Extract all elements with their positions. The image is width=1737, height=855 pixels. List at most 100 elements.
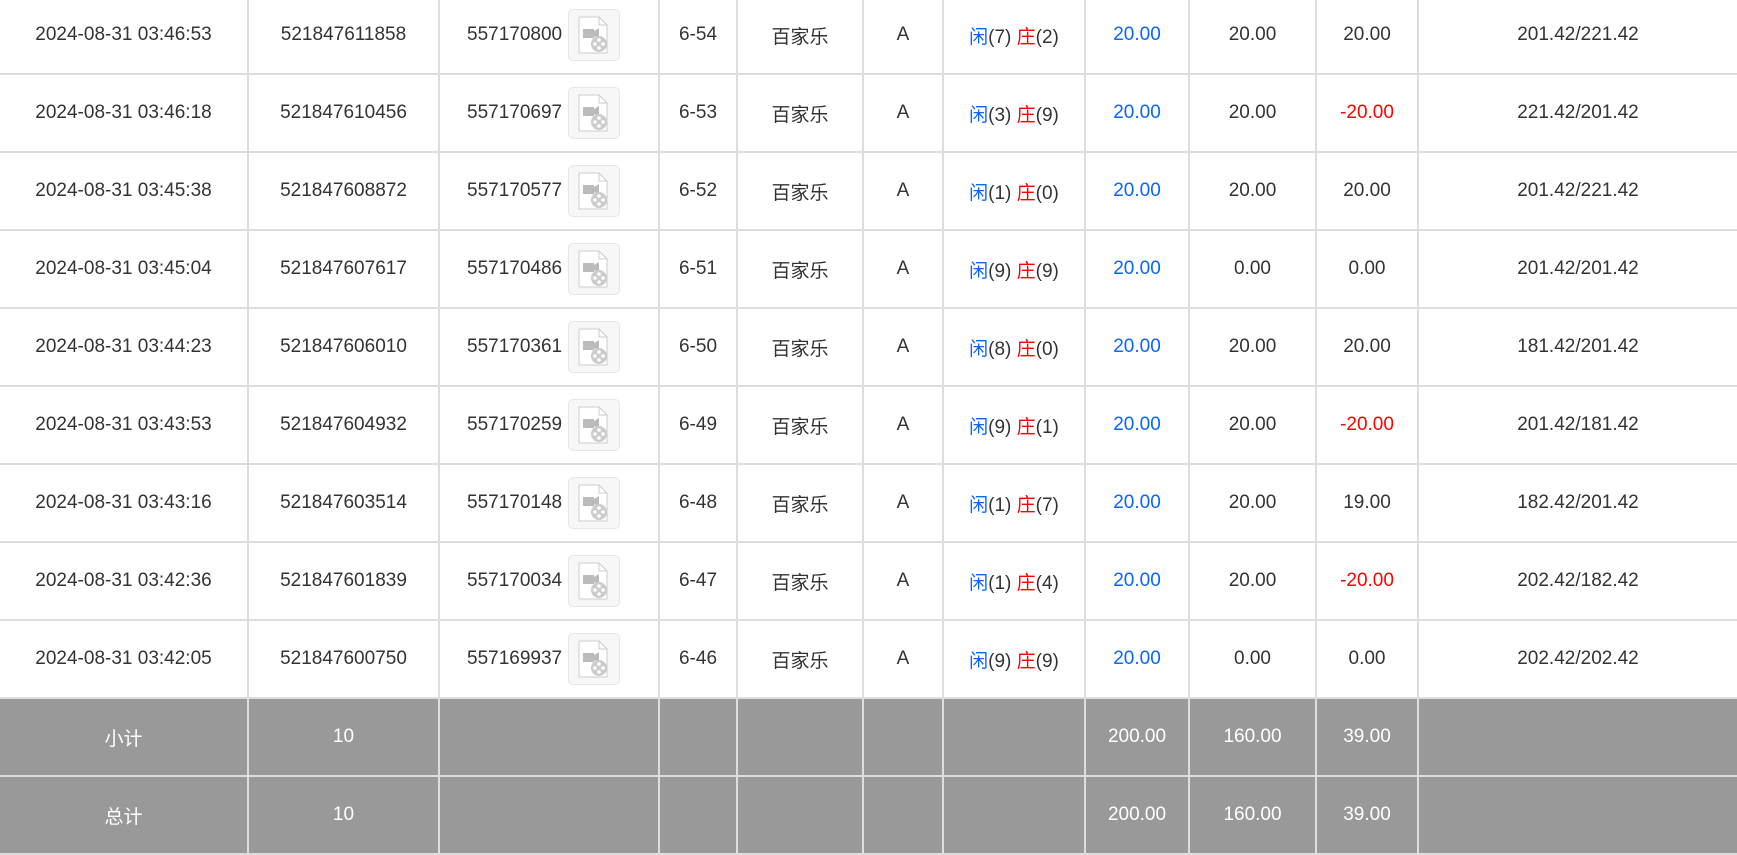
balance: 221.42/201.42: [1417, 73, 1737, 153]
bet-time: 2024-08-31 03:43:53: [0, 385, 249, 465]
banker-points: (9): [1035, 260, 1059, 282]
round-id: 557170800: [467, 24, 563, 46]
banker-label: 庄: [1016, 338, 1036, 360]
bet-id: 521847600750: [247, 619, 440, 699]
table-name: A: [862, 151, 944, 231]
round-id: 557170697: [467, 102, 563, 124]
shoe-round: 6-47: [658, 541, 738, 621]
video-file-icon[interactable]: [568, 9, 621, 61]
shoe-round: 6-53: [658, 73, 738, 153]
player-label: 闲: [969, 338, 989, 360]
subtotal-bet: 200.00: [1084, 697, 1190, 777]
bet-amount: 20.00: [1084, 463, 1190, 543]
round-cell: 557170034: [438, 541, 660, 621]
shoe-round: 6-54: [658, 0, 738, 75]
bet-time: 2024-08-31 03:42:36: [0, 541, 249, 621]
total-count: 10: [247, 775, 440, 855]
bet-amount: 20.00: [1084, 229, 1190, 309]
total-row: 总计 10 200.00 160.00 39.00: [0, 775, 1737, 855]
shoe-round: 6-49: [658, 385, 738, 465]
table-name: A: [862, 541, 944, 621]
bet-id: 521847606010: [247, 307, 440, 387]
valid-bet: 20.00: [1188, 151, 1317, 231]
banker-points: (9): [1035, 104, 1059, 126]
banker-label: 庄: [1016, 416, 1036, 438]
banker-label: 庄: [1016, 182, 1036, 204]
round-cell: 557170577: [438, 151, 660, 231]
table-name: A: [862, 0, 944, 75]
round-cell: 557170800: [438, 0, 660, 75]
valid-bet: 20.00: [1188, 541, 1317, 621]
balance: 201.42/201.42: [1417, 229, 1737, 309]
video-file-icon[interactable]: [568, 87, 621, 139]
table-name: A: [862, 385, 944, 465]
player-label: 闲: [969, 104, 989, 126]
bet-time: 2024-08-31 03:42:05: [0, 619, 249, 699]
table-row: 2024-08-31 03:42:36 521847601839 5571700…: [0, 541, 1737, 621]
game-type: 百家乐: [736, 229, 864, 309]
banker-label: 庄: [1016, 26, 1036, 48]
video-file-icon[interactable]: [568, 633, 621, 685]
game-type: 百家乐: [736, 541, 864, 621]
video-file-icon[interactable]: [568, 399, 621, 451]
win-loss: -20.00: [1315, 541, 1419, 621]
video-file-icon[interactable]: [568, 321, 621, 373]
bet-id: 521847604932: [247, 385, 440, 465]
balance: 182.42/201.42: [1417, 463, 1737, 543]
win-loss: -20.00: [1315, 73, 1419, 153]
player-label: 闲: [969, 416, 989, 438]
banker-label: 庄: [1016, 104, 1036, 126]
bet-id: 521847603514: [247, 463, 440, 543]
bet-id: 521847607617: [247, 229, 440, 309]
balance: 202.42/182.42: [1417, 541, 1737, 621]
round-id: 557170259: [467, 414, 563, 436]
subtotal-valid: 160.00: [1188, 697, 1317, 777]
banker-points: (0): [1035, 338, 1059, 360]
valid-bet: 0.00: [1188, 229, 1317, 309]
result-cell: 闲(9) 庄(9): [942, 619, 1086, 699]
game-type: 百家乐: [736, 619, 864, 699]
table-row: 2024-08-31 03:42:05 521847600750 5571699…: [0, 619, 1737, 699]
round-id: 557170486: [467, 258, 563, 280]
round-cell: 557170361: [438, 307, 660, 387]
result-cell: 闲(9) 庄(9): [942, 229, 1086, 309]
result-cell: 闲(3) 庄(9): [942, 73, 1086, 153]
total-bet: 200.00: [1084, 775, 1190, 855]
banker-label: 庄: [1016, 260, 1036, 282]
video-file-icon[interactable]: [568, 243, 621, 295]
video-file-icon[interactable]: [568, 555, 621, 607]
total-label: 总计: [0, 775, 249, 855]
round-cell: 557170697: [438, 73, 660, 153]
video-file-icon[interactable]: [568, 477, 621, 529]
banker-points: (1): [1035, 416, 1059, 438]
bet-time: 2024-08-31 03:43:16: [0, 463, 249, 543]
banker-label: 庄: [1016, 572, 1036, 594]
player-label: 闲: [969, 260, 989, 282]
game-type: 百家乐: [736, 307, 864, 387]
win-loss: 20.00: [1315, 307, 1419, 387]
table-row: 2024-08-31 03:45:04 521847607617 5571704…: [0, 229, 1737, 309]
bet-id: 521847601839: [247, 541, 440, 621]
total-winloss: 39.00: [1315, 775, 1419, 855]
subtotal-count: 10: [247, 697, 440, 777]
video-file-icon[interactable]: [568, 165, 621, 217]
banker-label: 庄: [1016, 650, 1036, 672]
table-name: A: [862, 307, 944, 387]
round-cell: 557169937: [438, 619, 660, 699]
win-loss: 20.00: [1315, 151, 1419, 231]
balance: 201.42/221.42: [1417, 151, 1737, 231]
player-points: (1): [988, 182, 1012, 204]
player-points: (7): [988, 26, 1012, 48]
player-label: 闲: [969, 494, 989, 516]
player-points: (9): [988, 650, 1012, 672]
table-row: 2024-08-31 03:46:18 521847610456 5571706…: [0, 73, 1737, 153]
valid-bet: 20.00: [1188, 0, 1317, 75]
balance: 202.42/202.42: [1417, 619, 1737, 699]
player-points: (1): [988, 494, 1012, 516]
player-label: 闲: [969, 572, 989, 594]
shoe-round: 6-52: [658, 151, 738, 231]
bet-id: 521847610456: [247, 73, 440, 153]
table-name: A: [862, 619, 944, 699]
shoe-round: 6-51: [658, 229, 738, 309]
player-points: (3): [988, 104, 1012, 126]
